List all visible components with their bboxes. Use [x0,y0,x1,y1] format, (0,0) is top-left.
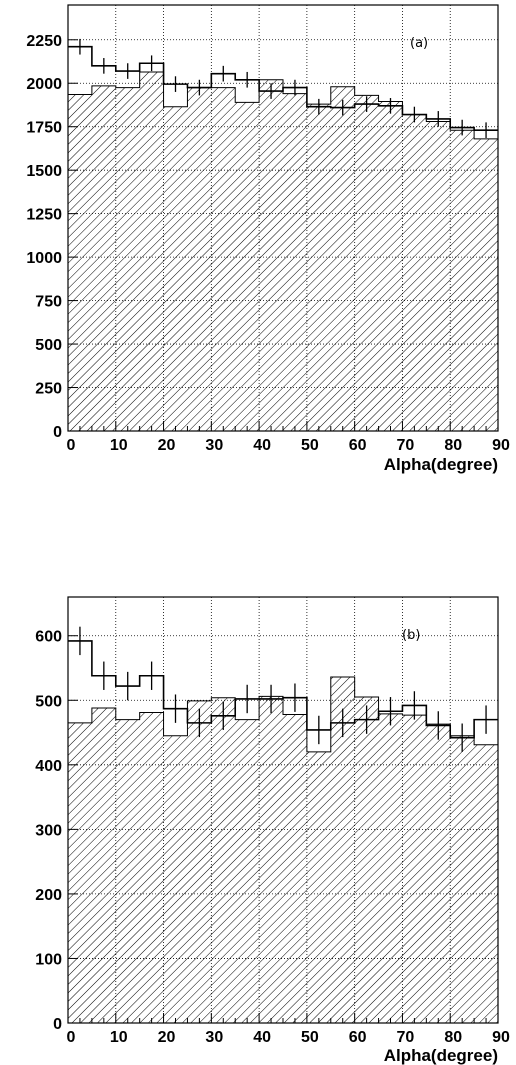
y-tick-label: 200 [35,887,62,904]
x-tick-label: 90 [492,437,510,454]
y-tick-label: 1250 [26,207,62,224]
x-tick-label: 90 [492,1029,510,1046]
hatched-histogram [67,676,499,1024]
x-tick-label: 60 [349,1029,367,1046]
x-tick-label: 60 [349,437,367,454]
data-step-line [68,45,498,131]
y-tick-label: 1500 [26,163,62,180]
y-tick-label: 0 [53,424,62,441]
x-tick-label: 80 [444,437,462,454]
y-tick-label: 100 [35,951,62,968]
x-tick-label: 0 [67,437,76,454]
x-tick-label: 40 [253,437,271,454]
x-tick-label: 70 [397,1029,415,1046]
panel-label: (b) [402,628,420,643]
data-step-line [68,640,498,739]
x-tick-label: 70 [397,437,415,454]
y-tick-label: 750 [35,294,62,311]
x-tick-label: 10 [110,437,128,454]
y-tick-label: 300 [35,822,62,839]
y-tick-label: 250 [35,381,62,398]
x-tick-label: 50 [301,437,319,454]
histogram-panel-b: 0 100 200 300 400 500 600 0 10 20 30 40 50 60 70 80 90Al… [35,596,510,1065]
y-tick-label: 0 [53,1016,62,1033]
y-tick-label: 400 [35,758,62,775]
panel-label: (a) [410,36,428,51]
x-tick-label: 20 [158,1029,176,1046]
histogram-panel-a: 0 250 500 750 1000 1250 1500 1750 2000 2250 0 10 20 3… [26,4,510,474]
x-tick-label: 40 [253,1029,271,1046]
x-tick-label: 80 [444,1029,462,1046]
x-axis-title: Alpha(degree) [384,455,498,474]
hatched-histogram [67,71,499,432]
x-tick-label: 30 [205,437,223,454]
y-tick-label: 1000 [26,250,62,267]
y-tick-label: 500 [35,693,62,710]
y-tick-label: 2250 [26,33,62,50]
y-tick-label: 2000 [26,76,62,93]
y-tick-label: 500 [35,337,62,354]
y-tick-label: 600 [35,629,62,646]
x-tick-label: 10 [110,1029,128,1046]
x-tick-label: 50 [301,1029,319,1046]
x-tick-label: 0 [67,1029,76,1046]
y-tick-label: 1750 [26,120,62,137]
x-tick-label: 30 [205,1029,223,1046]
x-axis-title: Alpha(degree) [384,1046,498,1065]
x-tick-label: 20 [158,437,176,454]
